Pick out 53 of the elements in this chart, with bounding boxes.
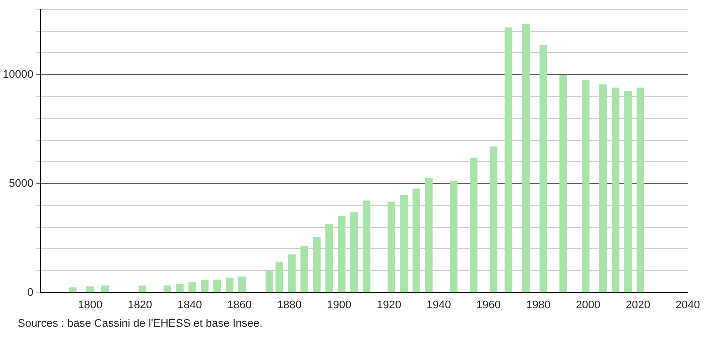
x-tick-label: 1800	[78, 299, 103, 312]
x-tick-label: 1940	[426, 299, 452, 312]
bar	[388, 202, 396, 293]
x-tick-label: 1960	[476, 299, 502, 312]
x-tick-label: 1920	[376, 299, 402, 312]
bar	[176, 284, 184, 293]
bar	[338, 216, 346, 293]
bar	[624, 91, 632, 293]
bar	[522, 24, 530, 293]
bar	[188, 282, 196, 293]
y-tick-label: 10000	[2, 68, 34, 81]
bar	[102, 286, 110, 293]
bar	[600, 84, 608, 293]
y-tick-label: 5000	[9, 178, 34, 190]
bar	[470, 158, 478, 293]
bar	[288, 254, 296, 293]
bar	[214, 280, 222, 293]
bar	[300, 246, 308, 293]
bar	[400, 196, 408, 293]
bar	[450, 180, 458, 293]
x-tick-label: 2020	[626, 299, 650, 312]
bar	[201, 280, 209, 293]
source-note: Sources : base Cassini de l'EHESS et base Insee.	[18, 318, 264, 330]
y-tick-label: 0	[27, 286, 34, 299]
bar	[326, 224, 334, 293]
bar	[350, 212, 358, 293]
bar	[425, 178, 433, 293]
bar	[226, 278, 234, 293]
x-tick-label: 1820	[128, 299, 152, 312]
bar	[86, 286, 94, 293]
bar	[612, 88, 620, 293]
x-tick-label: 1880	[277, 299, 302, 312]
x-tick-label: 1900	[327, 299, 352, 312]
bar	[504, 28, 513, 293]
x-tick-label: 2040	[676, 299, 700, 312]
bar	[313, 237, 321, 293]
bar	[138, 286, 147, 293]
x-tick-label: 1840	[178, 299, 202, 312]
bar	[69, 288, 77, 293]
bar	[540, 45, 548, 293]
bar	[560, 75, 568, 293]
bar	[238, 276, 246, 293]
bar	[362, 200, 371, 293]
bar	[164, 286, 172, 293]
bar	[582, 80, 590, 293]
x-tick-label: 1980	[526, 299, 551, 312]
bar	[490, 146, 498, 293]
x-tick-label: 2000	[576, 299, 601, 312]
x-tick-label: 1860	[228, 299, 252, 312]
bar	[276, 262, 284, 293]
bar	[636, 88, 645, 293]
bar	[266, 271, 274, 293]
bar	[412, 188, 420, 293]
